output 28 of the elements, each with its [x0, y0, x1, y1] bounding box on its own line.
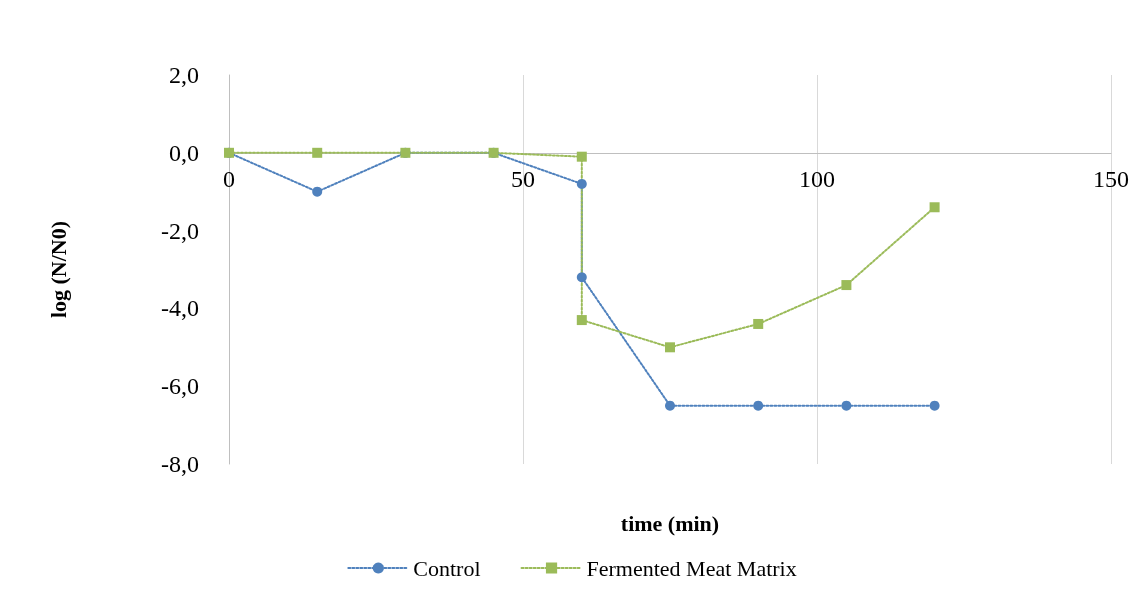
point — [753, 318, 764, 329]
y-tick-label: -8,0 — [161, 451, 199, 477]
point — [576, 272, 587, 283]
point — [576, 151, 587, 162]
y-axis-title: log (N/N0) — [45, 220, 71, 319]
y-tick-label: 2,0 — [169, 62, 199, 88]
point — [576, 315, 587, 326]
x-tick-label: 150 — [1093, 165, 1129, 192]
x-axis-title: time (min) — [620, 510, 720, 536]
point — [665, 342, 675, 353]
legend-label: Control — [413, 555, 481, 581]
y-tick-label: -6,0 — [161, 373, 199, 400]
y-tick-label: -2,0 — [161, 217, 199, 244]
point — [929, 202, 940, 213]
point — [841, 400, 852, 411]
point — [576, 178, 587, 189]
x-tick-label: 100 — [799, 165, 835, 192]
x-tick-label: 50 — [511, 165, 535, 192]
point — [753, 400, 764, 411]
y-tick-label: 0,0 — [169, 139, 199, 166]
point — [312, 147, 323, 158]
point — [929, 400, 940, 411]
point — [841, 280, 852, 291]
point — [665, 400, 675, 411]
point — [312, 186, 323, 197]
x-tick-label: 0 — [223, 165, 235, 192]
y-tick-label: -4,0 — [161, 295, 199, 322]
legend-label: Fermented Meat Matrix — [586, 555, 797, 581]
